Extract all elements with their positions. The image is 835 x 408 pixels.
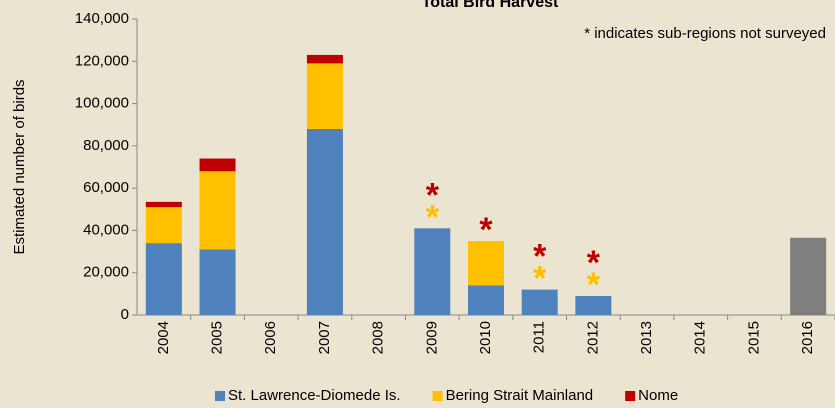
x-tick-label: 2008 [370, 321, 387, 354]
bar [199, 171, 236, 250]
bar [414, 228, 451, 315]
bar [306, 54, 343, 64]
legend-label: Bering Strait Mainland [446, 387, 594, 404]
x-tick-label: 2009 [423, 321, 440, 354]
x-tick-label: 2011 [531, 321, 548, 353]
y-tick-label: 60,000 [83, 179, 129, 196]
bar [790, 237, 827, 315]
x-tick-label: 2005 [209, 321, 226, 354]
bar [199, 249, 236, 315]
annotation: * indicates sub-regions not surveyed [584, 25, 826, 42]
not-surveyed-marker: * [426, 198, 440, 236]
y-tick-label: 120,000 [75, 52, 129, 69]
legend-swatch [625, 391, 636, 401]
bar [145, 243, 182, 315]
bar [306, 128, 343, 315]
bar [521, 289, 558, 315]
y-tick-label: 100,000 [75, 95, 129, 112]
x-tick-label: 2012 [584, 321, 601, 354]
not-surveyed-marker: * [587, 266, 601, 304]
y-tick-label: 140,000 [75, 10, 129, 27]
not-surveyed-marker: * [533, 260, 547, 298]
y-tick-label: 40,000 [83, 221, 129, 238]
x-tick-label: 2013 [638, 321, 655, 354]
bar [468, 285, 504, 315]
y-tick-label: 20,000 [83, 264, 129, 281]
not-surveyed-marker: * [587, 244, 601, 282]
bar [199, 158, 236, 172]
bar [145, 207, 182, 244]
x-tick-label: 2006 [262, 321, 279, 354]
bar [145, 201, 182, 208]
x-tick-label: 2010 [477, 321, 494, 354]
legend-swatch [432, 391, 443, 401]
y-tick-label: 80,000 [83, 137, 129, 154]
x-tick-label: 2007 [316, 321, 333, 354]
bar [468, 241, 504, 286]
chart-title: Total Bird Harvest [422, 0, 559, 11]
not-surveyed-marker: * [479, 211, 493, 249]
y-axis-label: Estimated number of birds [11, 79, 28, 254]
bar [575, 295, 612, 315]
bar [306, 63, 343, 129]
x-tick-label: 2016 [799, 321, 816, 354]
not-surveyed-marker: * [533, 238, 547, 276]
legend-label: Nome [638, 387, 678, 404]
x-tick-label: 2014 [692, 321, 709, 354]
x-tick-label: 2015 [745, 321, 762, 354]
x-tick-label: 2004 [155, 321, 172, 354]
legend-swatch [215, 391, 225, 401]
y-tick-label: 0 [121, 306, 129, 323]
not-surveyed-marker: * [426, 176, 440, 214]
legend-label: St. Lawrence-Diomede Is. [228, 387, 401, 404]
